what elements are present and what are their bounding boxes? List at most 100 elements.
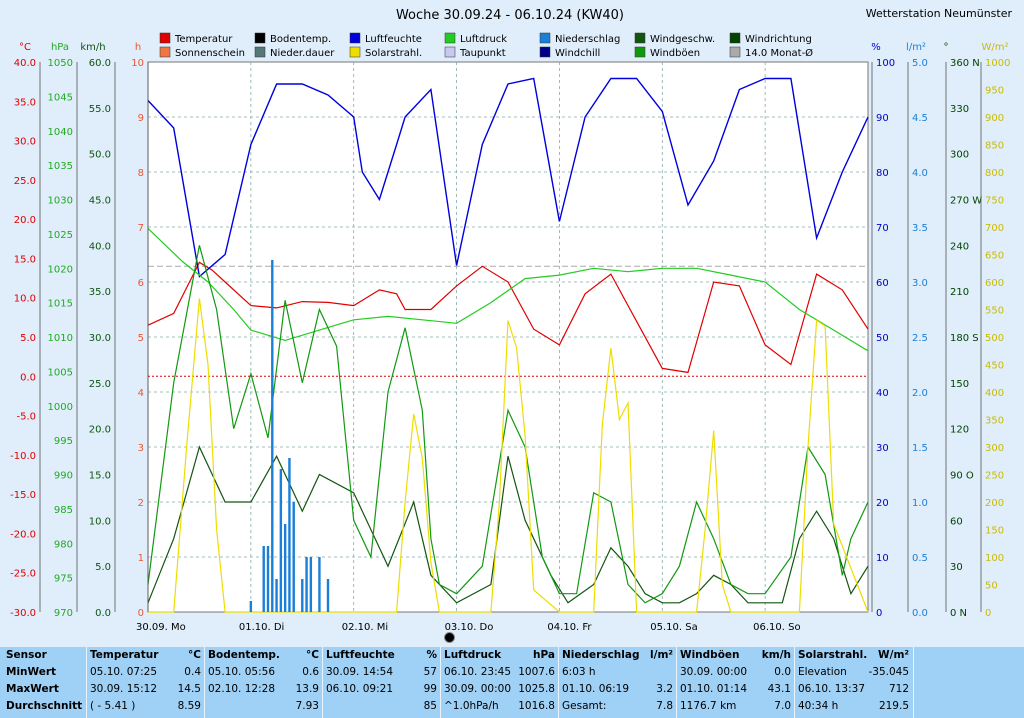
legend-label: Taupunkt bbox=[459, 48, 506, 59]
axis-tick-direction: 210 bbox=[950, 287, 969, 298]
stats-cell-value: 0.6 bbox=[302, 666, 319, 678]
legend-swatch bbox=[349, 46, 361, 58]
axis-tick-temp: 35.0 bbox=[14, 97, 36, 108]
axis-tick-pressure: 1010 bbox=[48, 333, 73, 344]
stats-cell-info: 30.09. 00:00 bbox=[444, 683, 511, 695]
axis-tick-rain: 0.5 bbox=[912, 553, 928, 564]
axis-tick-humidity: 90 bbox=[876, 113, 889, 124]
axis-tick-hours: 1 bbox=[138, 553, 144, 564]
stats-col-6: Solarstrahl. W/m² Elevation -35.045 06.10. 1… bbox=[798, 647, 913, 718]
axis-tick-rain: 4.5 bbox=[912, 113, 928, 124]
rain-bar bbox=[292, 502, 295, 612]
rain-bar bbox=[301, 579, 304, 612]
stats-col-4: Niederschlag l/m² 6:03 h 01.10. 06:19 3.2 Ges… bbox=[562, 647, 677, 718]
axis-tick-wind: 10.0 bbox=[89, 516, 111, 527]
stats-cell-value: 219.5 bbox=[878, 700, 909, 712]
axis-tick-humidity: 10 bbox=[876, 553, 889, 564]
stats-header-label: Luftdruck bbox=[444, 649, 502, 661]
legend-swatch bbox=[159, 32, 171, 44]
axis-tick-temp: -25.0 bbox=[10, 569, 36, 580]
axis-tick-solar: 550 bbox=[985, 306, 1004, 317]
axes-layer: °C40.035.030.025.020.015.010.05.00.0-5.0… bbox=[10, 42, 1010, 633]
legend-label: Nieder.dauer bbox=[270, 48, 335, 59]
stats-header: Luftdruck hPa bbox=[444, 647, 559, 664]
legend-label: Windböen bbox=[650, 48, 700, 59]
axis-tick-solar: 700 bbox=[985, 223, 1004, 234]
axis-tick-temp: -20.0 bbox=[10, 529, 36, 540]
legend: Temperatur Bodentemp. Luftfeuchte Luftdruck… bbox=[159, 32, 813, 59]
legend-swatch bbox=[634, 32, 646, 44]
stats-cell-value: 7.93 bbox=[295, 700, 319, 712]
stats-cell: 05.10. 07:25 0.4 bbox=[90, 664, 205, 681]
axis-tick-solar: 1000 bbox=[985, 58, 1010, 69]
stats-cell: Gesamt: 7.8 bbox=[562, 698, 677, 715]
stats-cell: ( - 5.41 ) 8.59 bbox=[90, 698, 205, 715]
stats-label-max: MaxWert bbox=[6, 683, 59, 695]
stats-cell-value: 7.0 bbox=[774, 700, 791, 712]
stats-cell-info: ( - 5.41 ) bbox=[90, 700, 136, 712]
station-name: Wetterstation Neumünster bbox=[866, 7, 1013, 20]
stats-header: Niederschlag l/m² bbox=[562, 647, 677, 664]
stats-separator bbox=[322, 647, 323, 718]
stats-cell-value: 7.8 bbox=[656, 700, 673, 712]
stats-header-label: Niederschlag bbox=[562, 649, 640, 661]
stats-cell: 30.09. 14:54 57 bbox=[326, 664, 441, 681]
axis-tick-humidity: 40 bbox=[876, 388, 889, 399]
legend-label: Temperatur bbox=[174, 34, 233, 45]
axis-unit-wind: km/h bbox=[80, 42, 105, 53]
stats-cell-info: 06.10. 13:37 bbox=[798, 683, 865, 695]
stats-cell: 7.93 bbox=[208, 698, 323, 715]
axis-tick-direction: 60 bbox=[950, 516, 963, 527]
stats-header-unit: km/h bbox=[761, 649, 791, 661]
legend-swatch bbox=[444, 32, 456, 44]
stats-header: Luftfeuchte% bbox=[326, 647, 441, 664]
axis-tick-humidity: 60 bbox=[876, 278, 889, 289]
stats-col-3: Luftdruck hPa 06.10. 23:45 1007.6 30.09. 00:… bbox=[444, 647, 559, 718]
axis-tick-wind: 0.0 bbox=[95, 608, 111, 619]
axis-tick-solar: 900 bbox=[985, 113, 1004, 124]
stats-cell-value: 1016.8 bbox=[518, 700, 555, 712]
axis-tick-wind: 30.0 bbox=[89, 333, 111, 344]
stats-cell: 85 bbox=[326, 698, 441, 715]
legend-swatch bbox=[539, 32, 551, 44]
axis-tick-direction: 150 bbox=[950, 379, 969, 390]
stats-cell: 30.09. 00:00 0.0 bbox=[680, 664, 795, 681]
axis-tick-hours: 9 bbox=[138, 113, 144, 124]
stats-cell-value: 13.9 bbox=[295, 683, 319, 695]
legend-swatch bbox=[159, 46, 171, 58]
axis-unit-solar: W/m² bbox=[981, 42, 1008, 53]
axis-tick-rain: 3.0 bbox=[912, 278, 928, 289]
axis-tick-temp: 10.0 bbox=[14, 294, 36, 305]
stats-label-min: MinWert bbox=[6, 666, 57, 678]
stats-cell-info: 06.10. 09:21 bbox=[326, 683, 393, 695]
stats-header: Bodentemp. °C bbox=[208, 647, 323, 664]
axis-tick-temp: 5.0 bbox=[20, 333, 36, 344]
axis-tick-temp: -15.0 bbox=[10, 490, 36, 501]
stats-header-unit: % bbox=[426, 649, 437, 661]
axis-tick-humidity: 100 bbox=[876, 58, 895, 69]
legend-swatch bbox=[539, 46, 551, 58]
stats-header: Windböen km/h bbox=[680, 647, 795, 664]
stats-col-5: Windböen km/h 30.09. 00:00 0.0 01.10. 01:14 4… bbox=[680, 647, 795, 718]
legend-label: Bodentemp. bbox=[270, 34, 331, 45]
rain-bar bbox=[262, 546, 265, 612]
stats-cell: 01.10. 01:14 43.1 bbox=[680, 681, 795, 698]
axis-tick-pressure: 1005 bbox=[48, 367, 73, 378]
axis-tick-temp: 20.0 bbox=[14, 215, 36, 226]
axis-tick-solar: 350 bbox=[985, 416, 1004, 427]
axis-tick-pressure: 1020 bbox=[48, 264, 73, 275]
legend-label: Luftdruck bbox=[460, 34, 507, 45]
x-day-label: 01.10. Di bbox=[239, 622, 284, 633]
axis-tick-humidity: 50 bbox=[876, 333, 889, 344]
x-day-label: 05.10. Sa bbox=[650, 622, 697, 633]
axis-tick-hours: 2 bbox=[138, 498, 144, 509]
stats-cell: 06.10. 09:21 99 bbox=[326, 681, 441, 698]
axis-tick-solar: 600 bbox=[985, 278, 1004, 289]
axis-tick-rain: 4.0 bbox=[912, 168, 928, 179]
axis-tick-solar: 50 bbox=[985, 581, 998, 592]
axis-tick-solar: 500 bbox=[985, 333, 1004, 344]
stats-cell: 6:03 h bbox=[562, 664, 677, 681]
axis-tick-pressure: 985 bbox=[54, 505, 73, 516]
stats-header: Solarstrahl. W/m² bbox=[798, 647, 913, 664]
axis-tick-wind: 35.0 bbox=[89, 287, 111, 298]
